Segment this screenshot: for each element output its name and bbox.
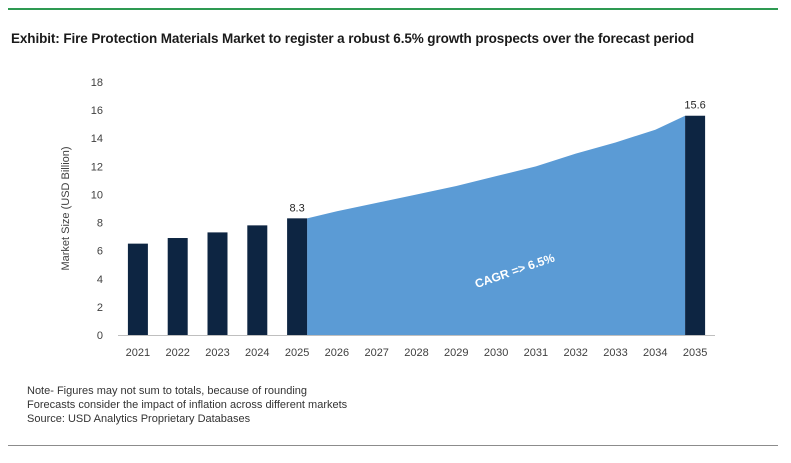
x-tick-label: 2030 xyxy=(484,347,508,359)
y-tick-label: 6 xyxy=(97,246,103,258)
top-rule xyxy=(8,8,778,10)
y-axis: 0 2 4 6 8 10 12 14 16 18 xyxy=(91,77,103,342)
bar-2025 xyxy=(287,218,308,335)
x-tick-label: 2026 xyxy=(325,347,349,359)
y-tick-label: 18 xyxy=(91,77,103,89)
bar-2035 xyxy=(685,115,706,335)
x-tick-label: 2035 xyxy=(683,347,707,359)
y-tick-label: 12 xyxy=(91,161,103,173)
bar-2023 xyxy=(207,232,228,335)
y-tick-label: 4 xyxy=(97,274,103,286)
y-axis-label: Market Size (USD Billion) xyxy=(60,146,72,270)
note-rounding: Note- Figures may not sum to totals, bec… xyxy=(27,385,308,397)
bar-2024 xyxy=(247,225,268,335)
data-label-2025: 8.3 xyxy=(289,202,304,214)
x-tick-label: 2025 xyxy=(285,347,309,359)
x-tick-label: 2022 xyxy=(165,347,189,359)
y-tick-label: 0 xyxy=(97,330,103,342)
x-axis: 2021 2022 2023 2024 2025 2026 2027 2028 2029 2030… xyxy=(118,335,715,359)
x-tick-label: 2028 xyxy=(404,347,428,359)
data-labels: 8.3 15.6 xyxy=(289,100,705,215)
forecast-area-layer xyxy=(307,115,686,335)
x-tick-label: 2023 xyxy=(205,347,229,359)
x-tick-label: 2032 xyxy=(563,347,587,359)
x-tick-label: 2027 xyxy=(364,347,388,359)
x-tick-label: 2033 xyxy=(603,347,627,359)
forecast-area xyxy=(307,115,686,335)
x-tick-label: 2029 xyxy=(444,347,468,359)
x-tick-label: 2034 xyxy=(643,347,667,359)
note-inflation: Forecasts consider the impact of inflati… xyxy=(27,399,348,411)
x-tick-label: 2031 xyxy=(524,347,548,359)
y-tick-label: 14 xyxy=(91,133,103,145)
y-tick-label: 2 xyxy=(97,302,103,314)
bar-2021 xyxy=(127,243,148,335)
y-tick-label: 10 xyxy=(91,189,103,201)
x-tick-label: 2021 xyxy=(126,347,150,359)
chart-title: Exhibit: Fire Protection Materials Marke… xyxy=(11,31,695,46)
note-source: Source: USD Analytics Proprietary Databa… xyxy=(27,413,251,425)
y-tick-label: 16 xyxy=(91,105,103,117)
data-label-2035: 15.6 xyxy=(684,100,705,112)
bottom-rule xyxy=(8,445,778,446)
y-tick-label: 8 xyxy=(97,218,103,230)
bar-2022 xyxy=(167,238,188,335)
x-tick-label: 2024 xyxy=(245,347,269,359)
bars-layer xyxy=(127,115,706,335)
notes: Note- Figures may not sum to totals, bec… xyxy=(27,384,347,426)
